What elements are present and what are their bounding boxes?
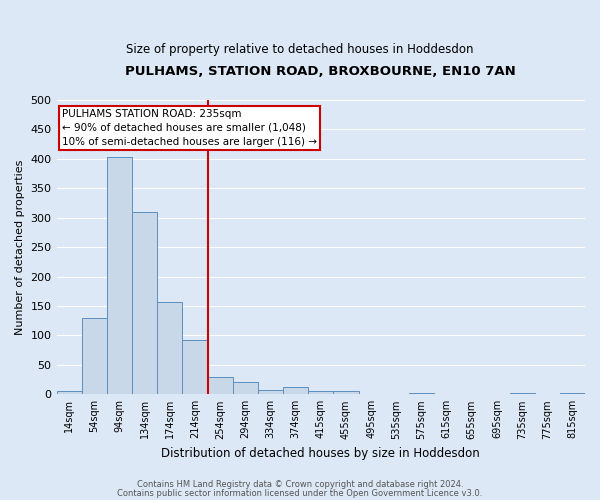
Bar	[82, 318, 107, 394]
X-axis label: Distribution of detached houses by size in Hoddesdon: Distribution of detached houses by size …	[161, 447, 480, 460]
Bar	[283, 386, 308, 394]
Bar	[132, 212, 157, 394]
Text: Contains public sector information licensed under the Open Government Licence v3: Contains public sector information licen…	[118, 488, 482, 498]
Y-axis label: Number of detached properties: Number of detached properties	[15, 160, 25, 335]
Bar	[157, 302, 182, 394]
Bar	[182, 340, 208, 394]
Bar	[334, 391, 359, 394]
Bar	[409, 393, 434, 394]
Title: PULHAMS, STATION ROAD, BROXBOURNE, EN10 7AN: PULHAMS, STATION ROAD, BROXBOURNE, EN10 …	[125, 65, 516, 78]
Bar	[258, 390, 283, 394]
Text: Contains HM Land Registry data © Crown copyright and database right 2024.: Contains HM Land Registry data © Crown c…	[137, 480, 463, 489]
Text: PULHAMS STATION ROAD: 235sqm
← 90% of detached houses are smaller (1,048)
10% of: PULHAMS STATION ROAD: 235sqm ← 90% of de…	[62, 109, 317, 147]
Bar	[56, 391, 82, 394]
Bar	[107, 157, 132, 394]
Bar	[560, 393, 585, 394]
Bar	[509, 392, 535, 394]
Text: Size of property relative to detached houses in Hoddesdon: Size of property relative to detached ho…	[126, 42, 474, 56]
Bar	[208, 376, 233, 394]
Bar	[233, 382, 258, 394]
Bar	[308, 392, 334, 394]
